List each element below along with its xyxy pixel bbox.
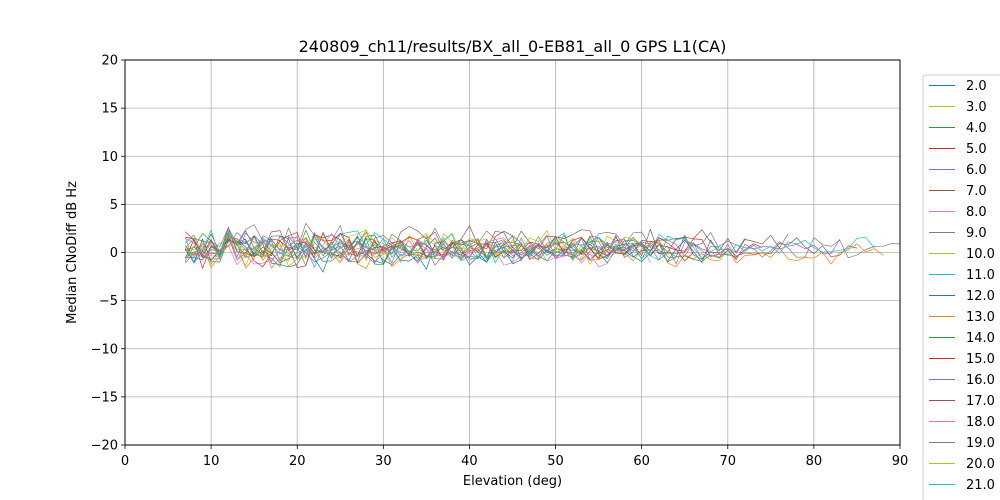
series-line-19.0 xyxy=(185,230,901,268)
legend-label-15.0: 15.0 xyxy=(966,352,995,367)
x-tick-label-8: 80 xyxy=(806,454,823,469)
x-tick-label-2: 20 xyxy=(289,454,306,469)
series-line-8.0 xyxy=(185,233,651,266)
x-tick-label-9: 90 xyxy=(892,454,909,469)
legend-label-12.0: 12.0 xyxy=(966,289,995,304)
legend: 2.0 3.0 4.0 5.0 6.0 7.0 8.0 9.0 10.0 11.0 12.0 13.0… xyxy=(922,74,1000,500)
x-axis: 0 10 20 30 40 50 60 70 80 90 xyxy=(121,445,908,469)
chart-title: 240809_ch11/results/BX_all_0-EB81_all_0 … xyxy=(299,37,727,57)
series-line-21.0 xyxy=(185,229,875,263)
y-tick-label-1: −15 xyxy=(91,390,118,405)
y-axis-label: Median CNoDiff dB Hz xyxy=(65,181,80,324)
y-tick-label-0: −20 xyxy=(91,439,118,454)
series-line-9.0 xyxy=(185,223,746,257)
y-tick-label-7: 15 xyxy=(101,102,118,117)
x-tick-label-3: 30 xyxy=(375,454,392,469)
legend-label-3.0: 3.0 xyxy=(966,100,987,115)
legend-label-2.0: 2.0 xyxy=(966,79,987,94)
legend-label-10.0: 10.0 xyxy=(966,247,995,262)
legend-label-21.0: 21.0 xyxy=(966,478,995,493)
series-line-17.0 xyxy=(185,225,789,257)
x-tick-label-1: 10 xyxy=(203,454,220,469)
legend-label-7.0: 7.0 xyxy=(966,184,987,199)
x-tick-label-5: 50 xyxy=(547,454,564,469)
legend-label-6.0: 6.0 xyxy=(966,163,987,178)
y-tick-label-3: −5 xyxy=(99,294,118,309)
legend-label-17.0: 17.0 xyxy=(966,394,995,409)
x-tick-label-7: 70 xyxy=(720,454,737,469)
legend-label-14.0: 14.0 xyxy=(966,331,995,346)
legend-label-16.0: 16.0 xyxy=(966,373,995,388)
y-tick-label-6: 10 xyxy=(101,150,118,165)
x-axis-label: Elevation (deg) xyxy=(463,474,562,489)
y-tick-label-5: 5 xyxy=(110,198,118,213)
series-line-20.0 xyxy=(185,229,642,267)
y-tick-label-4: 0 xyxy=(110,246,118,261)
legend-label-20.0: 20.0 xyxy=(966,457,995,472)
plot-area xyxy=(184,223,901,273)
legend-label-19.0: 19.0 xyxy=(966,436,995,451)
legend-label-8.0: 8.0 xyxy=(966,205,987,220)
series-line-18.0 xyxy=(185,230,625,268)
x-tick-label-0: 0 xyxy=(121,454,129,469)
series-line-11.0 xyxy=(184,231,668,268)
legend-label-18.0: 18.0 xyxy=(966,415,995,430)
series-line-4.0 xyxy=(185,236,677,266)
y-axis: −20 −15 −10 −5 0 5 10 15 20 xyxy=(91,54,125,454)
series-line-14.0 xyxy=(185,229,737,265)
legend-box xyxy=(922,74,1000,500)
y-tick-label-2: −10 xyxy=(91,342,118,357)
series-line-16.0 xyxy=(185,232,841,265)
y-tick-label-8: 20 xyxy=(101,54,118,69)
legend-label-5.0: 5.0 xyxy=(966,142,987,157)
legend-label-13.0: 13.0 xyxy=(966,310,995,325)
legend-label-11.0: 11.0 xyxy=(966,268,995,283)
series-line-10.0 xyxy=(184,229,599,266)
legend-label-4.0: 4.0 xyxy=(966,121,987,136)
x-tick-label-4: 40 xyxy=(461,454,478,469)
legend-label-9.0: 9.0 xyxy=(966,226,987,241)
x-tick-label-6: 60 xyxy=(633,454,650,469)
